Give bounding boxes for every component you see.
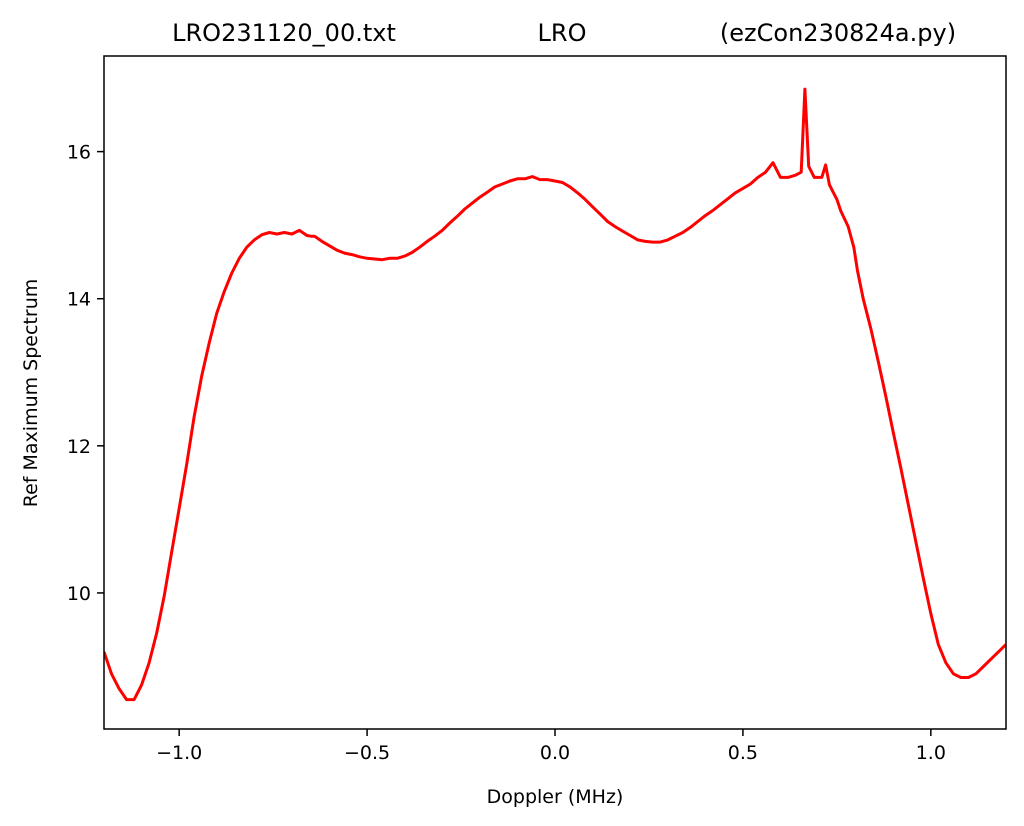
x-tick-label: −1.0	[156, 742, 202, 764]
x-axis-ticks: −1.0 −0.5 0.0 0.5 1.0	[156, 729, 946, 764]
plot-frame	[103, 55, 1007, 730]
x-tick-label: −0.5	[344, 742, 390, 764]
y-tick-label: 10	[67, 583, 91, 605]
x-tick-label: 0.5	[728, 742, 758, 764]
plot-area	[104, 56, 1006, 729]
x-axis-label: Doppler (MHz)	[487, 786, 624, 808]
series-line	[104, 87, 1006, 702]
y-tick-label: 12	[67, 436, 91, 458]
chart-title-left: LRO231120_00.txt	[172, 19, 396, 47]
chart-title-right: (ezCon230824a.py)	[720, 19, 956, 47]
x-tick-label: 1.0	[916, 742, 946, 764]
chart-title-center: LRO	[538, 19, 587, 47]
x-tick-label: 0.0	[540, 742, 570, 764]
y-tick-label: 14	[67, 289, 91, 311]
y-axis-ticks: 10 12 14 16	[67, 142, 104, 605]
y-tick-label: 16	[67, 142, 91, 164]
y-axis-label: Ref Maximum Spectrum	[20, 279, 42, 508]
